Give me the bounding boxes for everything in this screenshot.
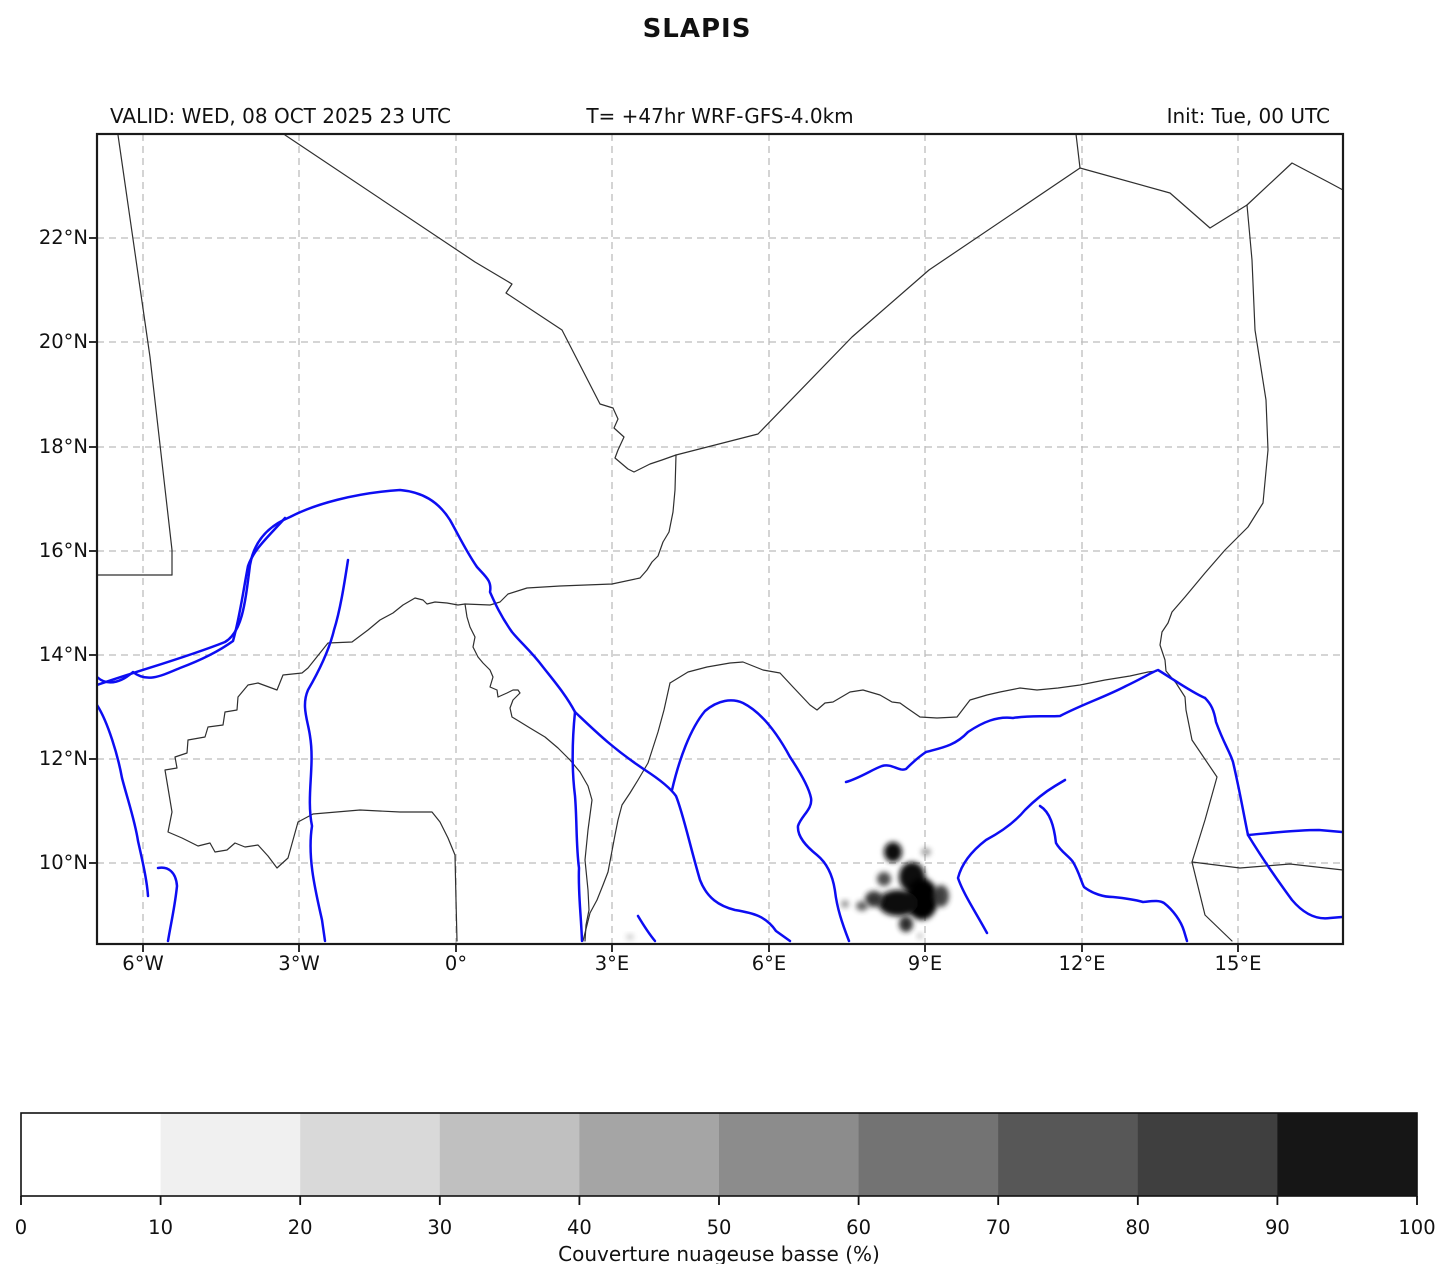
colorbar-axis-label: Couverture nuageuse basse (%) [558,1242,880,1264]
colorbar-tick-label: 40 [566,1216,592,1239]
country-border-path [1159,204,1269,942]
page-title: SLAPIS [642,14,752,44]
river-path [156,866,179,943]
y-tick-label: 22°N [38,226,88,249]
country-border-path [312,809,458,942]
river-path [97,516,287,684]
cloud-cover-blob [877,872,891,886]
colorbar [20,1112,1418,1205]
x-tick-label: 12°E [1058,952,1106,975]
river-path [1246,833,1343,920]
colorbar-tick-label: 60 [846,1216,871,1239]
valid-time-label: VALID: WED, 08 OCT 2025 23 UTC [110,104,451,128]
colorbar-tick-label: 90 [1264,1216,1290,1239]
colorbar-segment [1137,1113,1278,1196]
country-border-path [669,661,1158,719]
init-time-label: Init: Tue, 00 UTC [1166,104,1330,128]
colorbar-segment [1277,1113,1418,1196]
colorbar-tick-label: 70 [985,1216,1011,1239]
cloud-cover-blob [865,891,883,907]
colorbar-tick-label: 100 [1398,1216,1436,1239]
country-border-path [164,454,677,869]
river-path [573,710,792,943]
cloud-cover-blob [917,933,923,939]
river-path [1038,804,1189,943]
river-path [1203,696,1343,837]
model-leadtime-label: T= +47hr WRF-GFS-4.0km [586,104,854,128]
colorbar-segment [719,1113,860,1196]
geography-layer [97,134,1343,943]
country-border-path [1191,861,1343,871]
x-tick-label: 9°E [907,952,943,975]
y-tick-label: 18°N [38,435,88,458]
graticule-grid [97,134,1343,944]
cloud-cover-blob [856,901,868,911]
colorbar-tick-label: 30 [427,1216,453,1239]
y-tick-label: 20°N [38,330,88,353]
cloud-cover-blob [933,885,949,907]
x-tick-label: 3°W [278,952,320,975]
cloud-cover-blob [841,900,849,908]
colorbar-segment [300,1113,441,1196]
colorbar-segment [439,1113,580,1196]
colorbar-segment [998,1113,1139,1196]
x-tick-label: 3°E [594,952,630,975]
colorbar-segment [579,1113,720,1196]
river-path [844,668,1207,784]
map-frame-rect [95,132,1345,946]
country-border-path [117,134,173,576]
colorbar-tick-label: 80 [1125,1216,1151,1239]
country-border-path [284,134,677,473]
country-border-path [1075,134,1343,229]
colorbar-tick-label: 20 [287,1216,313,1239]
country-border-path [464,603,593,942]
y-tick-label: 16°N [38,539,88,562]
cloud-cover-blob [878,890,918,916]
colorbar-tick-label: 10 [148,1216,173,1239]
y-tick-label: 10°N [38,851,88,874]
river-path [636,914,657,943]
y-tick-label: 14°N [38,643,88,666]
y-tick-label: 12°N [38,747,88,770]
colorbar-tick-label: 0 [14,1216,28,1239]
colorbar-segment [160,1113,301,1196]
x-tick-label: 6°E [751,952,787,975]
cloud-cover-blob [626,934,634,940]
country-border-path [675,167,1081,456]
river-path [97,703,150,898]
river-path [97,488,584,943]
river-path [956,778,1067,935]
cloud-cover-layer [626,842,949,940]
cloud-cover-blob [884,842,902,862]
cloud-cover-blob [921,848,931,856]
x-tick-label: 6°W [122,952,164,975]
colorbar-segment [21,1113,162,1196]
river-path [670,699,851,943]
river-path [303,558,350,943]
country-border-path [582,682,671,942]
map-frame [89,132,1345,952]
colorbar-tick-label: 50 [706,1216,732,1239]
colorbar-segment [858,1113,999,1196]
x-tick-label: 15°E [1214,952,1262,975]
x-tick-label: 0° [444,952,468,975]
cloud-cover-blob [899,916,913,932]
